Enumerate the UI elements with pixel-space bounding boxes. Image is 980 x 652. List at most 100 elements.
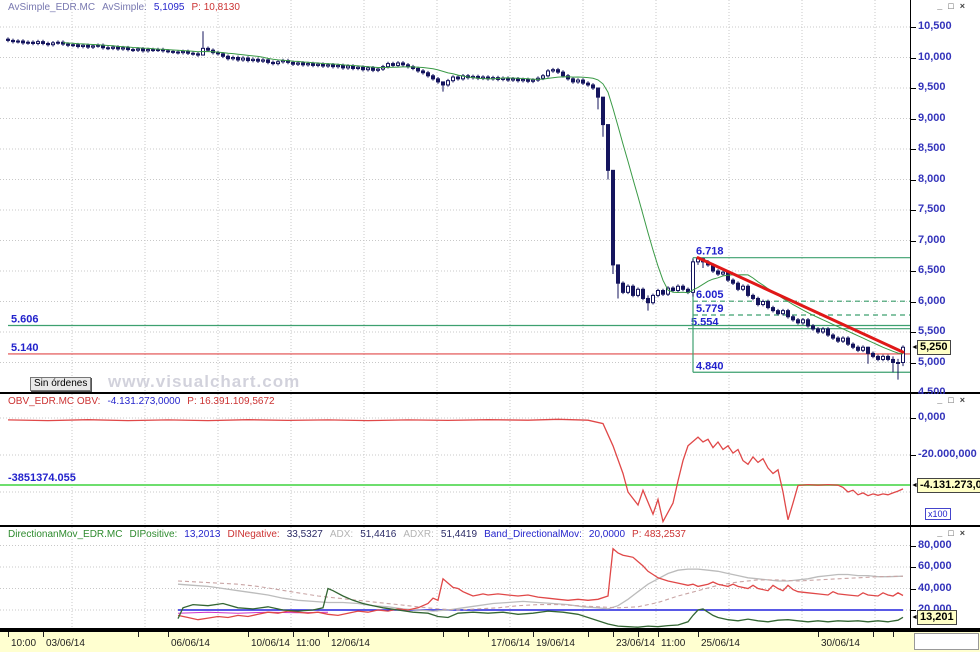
minimize-icon[interactable]: _	[937, 528, 943, 538]
close-icon[interactable]: ×	[959, 1, 965, 11]
candle-body	[91, 45, 95, 48]
candle-body	[21, 40, 25, 44]
candle-body	[856, 346, 860, 351]
candle-body	[146, 49, 150, 52]
y-axis-label: -20.000,000	[918, 448, 977, 460]
price-panel-header: AvSimple_EDR.MC AvSimple: 5,1095 P: 10,8130	[8, 1, 247, 14]
dmi-header-segment: ADXR:	[403, 529, 434, 540]
maximize-icon[interactable]: □	[948, 1, 954, 11]
candle-body	[731, 279, 735, 284]
candle-body	[871, 352, 875, 357]
no-orders-button[interactable]: Sin órdenes	[30, 377, 92, 391]
last-price-badge: ◄ 5,250	[911, 340, 951, 355]
candle-body	[336, 64, 340, 68]
time-minor-tick	[468, 632, 469, 637]
candle-body	[86, 44, 90, 48]
candle-body	[591, 84, 595, 89]
minimize-icon[interactable]: _	[937, 1, 943, 11]
candle-body	[671, 287, 675, 292]
close-icon[interactable]: ×	[959, 395, 965, 405]
time-tick	[293, 632, 294, 637]
candle-body	[231, 57, 235, 60]
candle-body	[526, 78, 530, 82]
candle-body	[816, 328, 820, 333]
candle-body	[656, 290, 660, 296]
dmi-header-segment: 51,4419	[440, 529, 478, 540]
time-tick	[613, 632, 614, 637]
price-level-label: 4.840	[696, 360, 724, 372]
candle-body	[561, 71, 565, 77]
close-icon[interactable]: ×	[959, 528, 965, 538]
candle-body	[631, 285, 635, 296]
candle-body	[616, 264, 620, 284]
price-y-axis[interactable]: _ □ × ◄ 5,250 10,500 10,000 9,500 9,000 8,50…	[910, 0, 980, 398]
candle-body	[571, 78, 575, 83]
y-axis-label: 7,500	[918, 203, 946, 215]
time-tick	[168, 632, 169, 637]
time-tick-label: 06/06/14	[171, 638, 210, 649]
candle-body	[596, 87, 600, 98]
dmi-header-segment: P: 483,2537	[632, 529, 686, 540]
y-axis-tick	[911, 362, 916, 364]
candle-body	[441, 81, 445, 86]
candle-body	[156, 49, 160, 52]
candle-body	[771, 307, 775, 312]
price-header-segment: 5,1095	[153, 2, 185, 13]
candle-body	[581, 79, 585, 84]
y-axis-tick	[911, 567, 916, 568]
candle-body	[306, 63, 310, 66]
candle-body	[516, 78, 520, 82]
y-axis-label: 7,000	[918, 233, 946, 246]
candle-body	[256, 58, 260, 62]
obv-value-badge: ◄ -4.131.273,00	[911, 478, 980, 493]
y-axis-tick	[911, 545, 916, 547]
y-axis-label: 80,000	[918, 538, 952, 551]
price-level-label: 5.779	[696, 303, 724, 315]
price-chart-plot[interactable]: 6.718 6.005 5.779 5.554 4.840 5.606 5.140	[0, 0, 910, 392]
candle-body	[66, 43, 70, 46]
dmi-y-axis[interactable]: _ □ × ◄ 13,201 80,000 60,000 40,000 20,000	[910, 527, 980, 628]
candle-body	[651, 294, 655, 304]
candle-body	[851, 343, 855, 348]
price-header-segment: AvSimple:	[102, 2, 147, 13]
candle-body	[831, 334, 835, 339]
candle-body	[521, 78, 525, 82]
obv-chart-plot[interactable]: -3851374.055	[0, 394, 910, 525]
candle-body	[826, 328, 830, 336]
time-axis[interactable]: 10:00 03/06/14 06/06/14 10/06/14 11:00 12/06/…	[0, 630, 980, 652]
obv-level-label: -3851374.055	[8, 472, 76, 484]
candle-body	[226, 55, 230, 60]
candle-body	[136, 48, 140, 51]
y-axis-tick	[911, 179, 916, 181]
maximize-icon[interactable]: □	[948, 395, 954, 405]
candle-body	[266, 59, 270, 63]
y-axis-label: 8,500	[918, 142, 946, 154]
y-axis-label: 0,000	[918, 411, 946, 423]
time-tick-label: 30/06/14	[821, 638, 860, 649]
candle-body	[751, 294, 755, 299]
candle-body	[546, 70, 550, 77]
time-tick-label: 23/06/14	[616, 638, 655, 649]
y-axis-label: 8,000	[918, 172, 946, 185]
time-tick	[248, 632, 249, 637]
time-tick	[698, 632, 699, 637]
minimize-icon[interactable]: _	[937, 395, 943, 405]
candle-body	[366, 67, 370, 71]
candle-body	[46, 42, 50, 46]
candle-body	[241, 57, 245, 61]
obv-y-axis[interactable]: _ □ × ◄ -4.131.273,00 x100 0,000 -20.000,…	[910, 394, 980, 525]
candle-body	[296, 62, 300, 65]
candle-body	[406, 64, 410, 68]
candle-body	[436, 78, 440, 83]
candle-body	[371, 67, 375, 71]
candle-body	[301, 62, 305, 66]
candle-body	[261, 59, 265, 62]
maximize-icon[interactable]: □	[948, 528, 954, 538]
dmi-chart-plot[interactable]	[0, 527, 910, 628]
candle-body	[836, 337, 840, 342]
time-tick	[488, 632, 489, 637]
candle-body	[451, 76, 455, 82]
candle-body	[166, 50, 170, 53]
candle-body	[221, 53, 225, 57]
candle-body	[736, 282, 740, 290]
